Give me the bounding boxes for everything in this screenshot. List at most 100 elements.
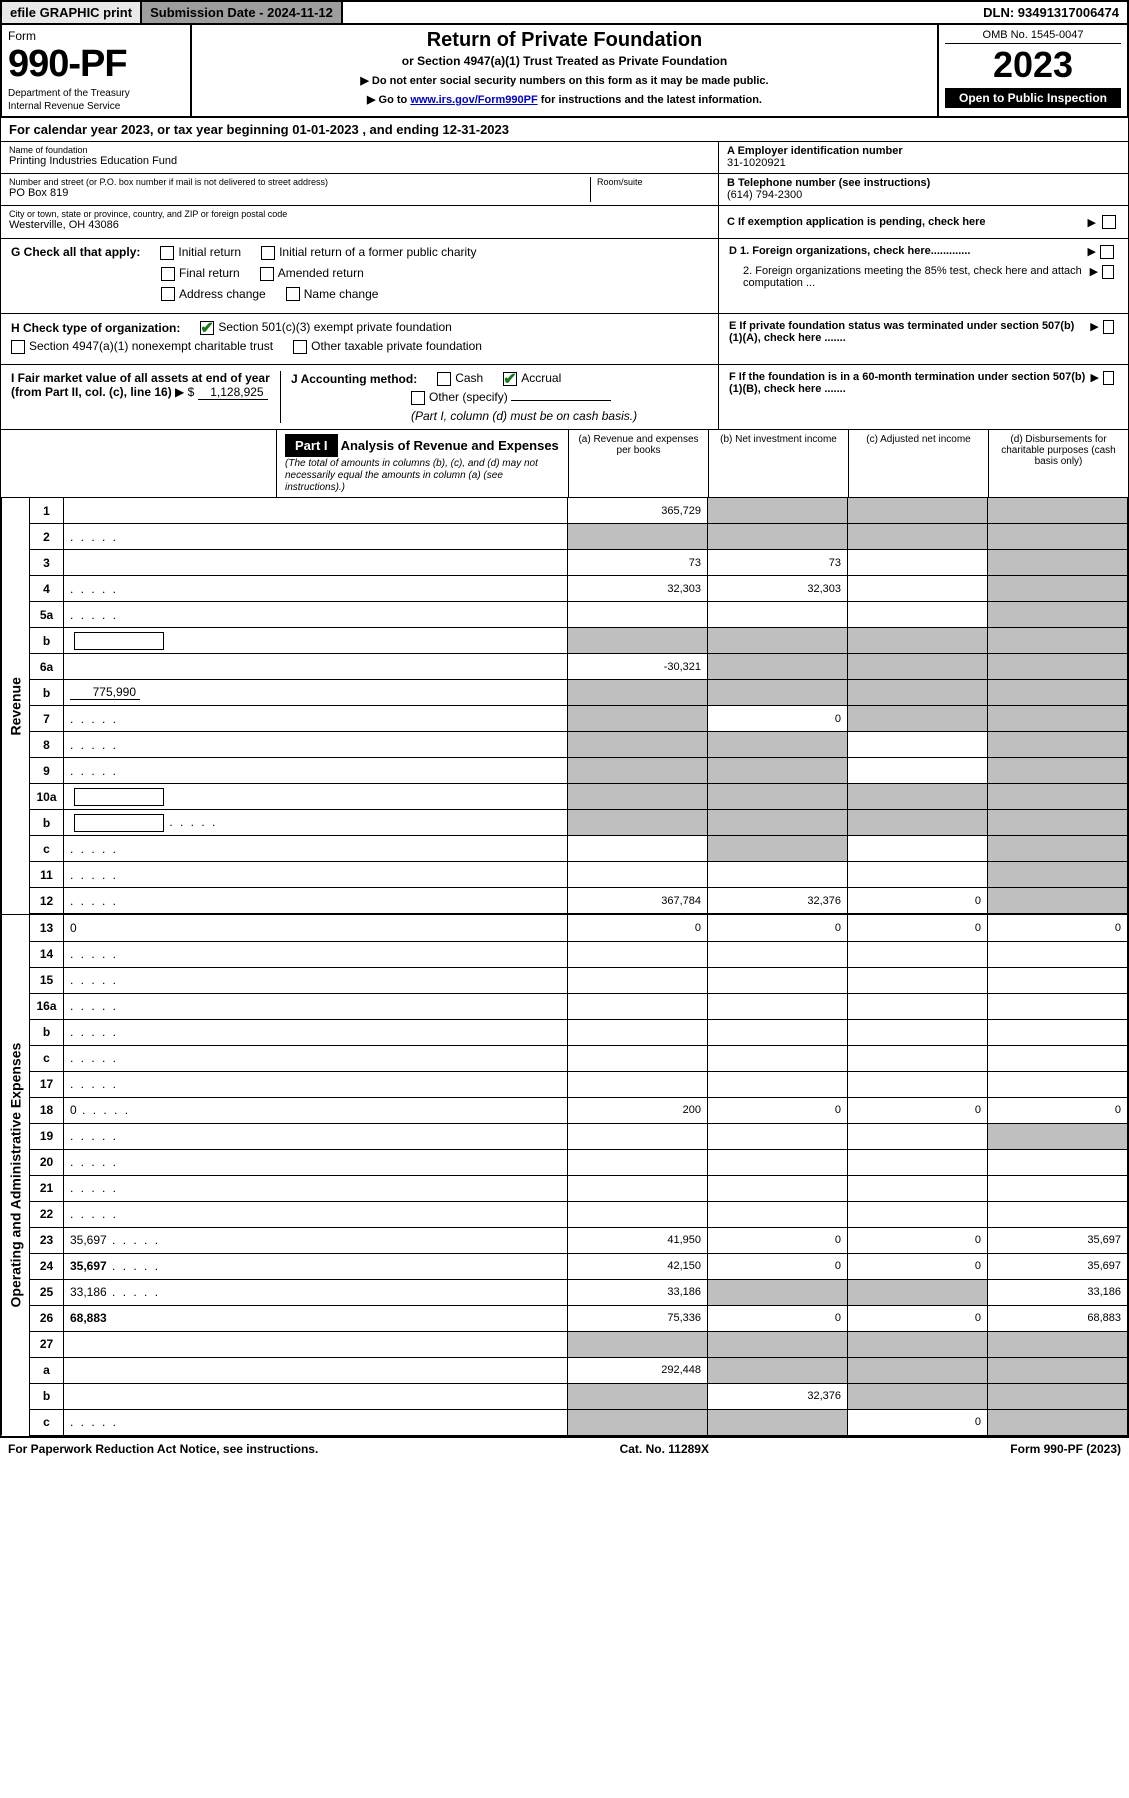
f-checkbox[interactable] <box>1103 371 1114 385</box>
table-row: 6a-30,321 <box>30 654 1128 680</box>
line-number: b <box>30 1019 64 1045</box>
cell-b <box>708 1331 848 1357</box>
line-number: 9 <box>30 758 64 784</box>
j-other-checkbox[interactable] <box>411 391 425 405</box>
table-row: 20 <box>30 1149 1128 1175</box>
j-cash-checkbox[interactable] <box>437 372 451 386</box>
cell-b <box>708 628 848 654</box>
foundation-name: Printing Industries Education Fund <box>9 155 710 167</box>
cell-c <box>848 1383 988 1409</box>
cell-c <box>848 1331 988 1357</box>
part1-header-row: Part I Analysis of Revenue and Expenses … <box>0 430 1129 498</box>
g-initial-public-checkbox[interactable] <box>261 246 275 260</box>
cell-a <box>568 836 708 862</box>
cell-b <box>708 784 848 810</box>
j-accrual-checkbox[interactable] <box>503 372 517 386</box>
cell-b: 0 <box>708 1253 848 1279</box>
e-checkbox[interactable] <box>1103 320 1114 334</box>
line-number: c <box>30 1409 64 1435</box>
cell-c <box>848 1045 988 1071</box>
g-name-checkbox[interactable] <box>286 287 300 301</box>
cell-b <box>708 1201 848 1227</box>
line-desc <box>64 1123 568 1149</box>
table-row: c <box>30 1045 1128 1071</box>
c-checkbox[interactable] <box>1102 215 1116 229</box>
c-label: C If exemption application is pending, c… <box>727 216 986 228</box>
cell-d <box>988 993 1128 1019</box>
line-number: 22 <box>30 1201 64 1227</box>
foundation-info: Name of foundation Printing Industries E… <box>0 142 1129 239</box>
cell-c <box>848 784 988 810</box>
city-state-zip: Westerville, OH 43086 <box>9 219 710 231</box>
line-number: 7 <box>30 706 64 732</box>
table-row: 27 <box>30 1331 1128 1357</box>
table-row: b <box>30 1019 1128 1045</box>
cell-c: 0 <box>848 915 988 941</box>
cell-c: 0 <box>848 888 988 914</box>
expenses-table: 1300000141516abc17180200000192021222335,… <box>29 915 1128 1436</box>
cell-a: 365,729 <box>568 498 708 524</box>
cell-a: 32,303 <box>568 576 708 602</box>
j-label: J Accounting method: <box>291 372 417 386</box>
line-desc <box>64 967 568 993</box>
cell-a <box>568 967 708 993</box>
cell-c <box>848 576 988 602</box>
h-4947-checkbox[interactable] <box>11 340 25 354</box>
cell-b <box>708 1357 848 1383</box>
cell-a <box>568 1201 708 1227</box>
cell-d <box>988 602 1128 628</box>
cell-a <box>568 1123 708 1149</box>
table-row: 2668,88375,3360068,883 <box>30 1305 1128 1331</box>
h-other-checkbox[interactable] <box>293 340 307 354</box>
e-label: E If private foundation status was termi… <box>729 320 1086 344</box>
g-address-checkbox[interactable] <box>161 287 175 301</box>
section-g: G Check all that apply: Initial return I… <box>0 239 1129 314</box>
line-desc: 33,186 <box>64 1279 568 1305</box>
line-number: 21 <box>30 1175 64 1201</box>
line-desc <box>64 941 568 967</box>
cell-b <box>708 1149 848 1175</box>
d1-checkbox[interactable] <box>1100 245 1114 259</box>
d2-checkbox[interactable] <box>1102 265 1114 279</box>
cell-d <box>988 784 1128 810</box>
form990pf-link[interactable]: www.irs.gov/Form990PF <box>410 94 537 106</box>
line-number: 4 <box>30 576 64 602</box>
footer-right: Form 990-PF (2023) <box>1010 1442 1121 1456</box>
omb-number: OMB No. 1545-0047 <box>945 29 1121 44</box>
cell-b <box>708 524 848 550</box>
cell-c <box>848 1019 988 1045</box>
g-initial-checkbox[interactable] <box>160 246 174 260</box>
cell-d <box>988 967 1128 993</box>
line-number: 17 <box>30 1071 64 1097</box>
address: PO Box 819 <box>9 187 590 199</box>
cell-d: 68,883 <box>988 1305 1128 1331</box>
g-amended-checkbox[interactable] <box>260 267 274 281</box>
col-d-header: (d) Disbursements for charitable purpose… <box>988 430 1128 497</box>
cell-b <box>708 1019 848 1045</box>
part1-title: Analysis of Revenue and Expenses <box>341 438 559 453</box>
cell-c <box>848 836 988 862</box>
cell-d: 0 <box>988 915 1128 941</box>
table-row: 180200000 <box>30 1097 1128 1123</box>
g-final-checkbox[interactable] <box>161 267 175 281</box>
line-desc <box>64 784 568 810</box>
cell-b <box>708 602 848 628</box>
cell-c <box>848 1123 988 1149</box>
cell-b <box>708 967 848 993</box>
cell-c: 0 <box>848 1253 988 1279</box>
line-desc <box>64 706 568 732</box>
goto-note: ▶ Go to www.irs.gov/Form990PF for instru… <box>202 93 927 106</box>
cell-b <box>708 732 848 758</box>
cell-b <box>708 810 848 836</box>
line-number: 1 <box>30 498 64 524</box>
line-desc <box>64 758 568 784</box>
line-number: 23 <box>30 1227 64 1253</box>
table-row: a292,448 <box>30 1357 1128 1383</box>
line-desc <box>64 576 568 602</box>
h-501c3-checkbox[interactable] <box>200 321 214 335</box>
name-label: Name of foundation <box>9 145 710 155</box>
cell-d <box>988 758 1128 784</box>
efile-print-button[interactable]: efile GRAPHIC print <box>2 2 142 23</box>
table-row: 10a <box>30 784 1128 810</box>
cell-c <box>848 1175 988 1201</box>
